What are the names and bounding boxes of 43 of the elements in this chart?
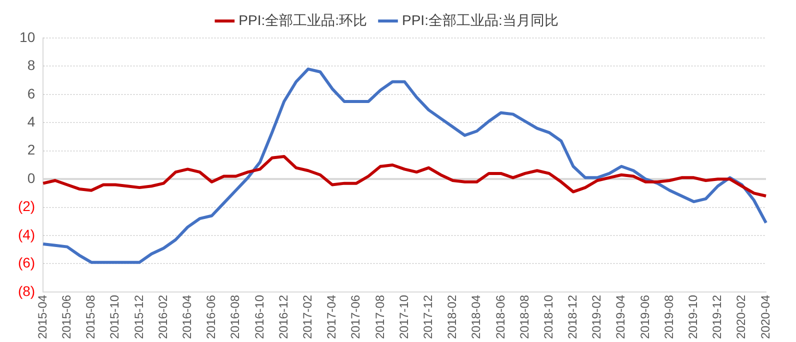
x-tick-label: 2016-02 (156, 294, 170, 340)
x-tick-label: 2016-04 (180, 294, 194, 340)
x-tick-label: 2016-06 (204, 294, 218, 340)
x-tick-label: 2015-12 (132, 294, 146, 340)
x-tick-label: 2017-12 (420, 294, 435, 340)
x-tick-label: 2017-10 (396, 294, 411, 340)
x-tick-label: 2016-08 (228, 294, 242, 340)
x-tick-label: 2017-06 (348, 294, 363, 340)
x-tick-label: 2019-12 (710, 294, 724, 340)
x-tick-label: 2018-08 (517, 294, 532, 340)
x-tick-label: 2019-02 (590, 294, 604, 340)
x-tick-label: 2016-12 (276, 294, 290, 340)
x-tick-label: 2019-08 (662, 294, 676, 340)
x-tick-label: 2019-10 (686, 294, 700, 340)
x-tick-label: 2016-10 (252, 294, 266, 340)
x-tick-label: 2019-04 (614, 294, 628, 340)
y-tick-label: (2) (18, 198, 36, 214)
y-tick-label: 10 (20, 28, 36, 45)
x-tick-label: 2020-02 (734, 294, 748, 340)
legend-label: PPI:全部工业品:环比 (238, 12, 368, 28)
x-tick-label: 2018-04 (469, 294, 484, 340)
x-tick-label: 2018-10 (541, 294, 556, 340)
x-tick-label: 2017-04 (324, 294, 339, 340)
x-tick-label: 2019-06 (638, 294, 652, 340)
y-tick-label: 0 (27, 170, 36, 186)
x-tick-label: 2018-06 (493, 294, 508, 340)
y-tick-label: 8 (27, 57, 36, 74)
x-tick-label: 2015-08 (84, 294, 98, 340)
y-tick-label: (8) (18, 282, 36, 299)
y-tick-label: 2 (27, 142, 36, 158)
x-tick-label: 2017-08 (372, 294, 387, 340)
y-tick-label: (6) (18, 254, 36, 271)
y-tick-label: 4 (27, 114, 36, 130)
x-tick-label: 2015-06 (60, 294, 74, 340)
x-tick-label: 2018-12 (566, 294, 580, 340)
x-tick-label: 2015-04 (35, 294, 50, 340)
y-tick-label: 6 (27, 85, 36, 102)
x-tick-label: 2020-04 (758, 294, 772, 340)
x-tick-label: 2015-10 (108, 294, 122, 340)
x-tick-label: 2017-02 (300, 294, 314, 340)
x-tick-label: 2018-02 (445, 294, 460, 340)
y-tick-label: (4) (18, 226, 36, 242)
legend-label: PPI:全部工业品:当月同比 (402, 12, 558, 28)
